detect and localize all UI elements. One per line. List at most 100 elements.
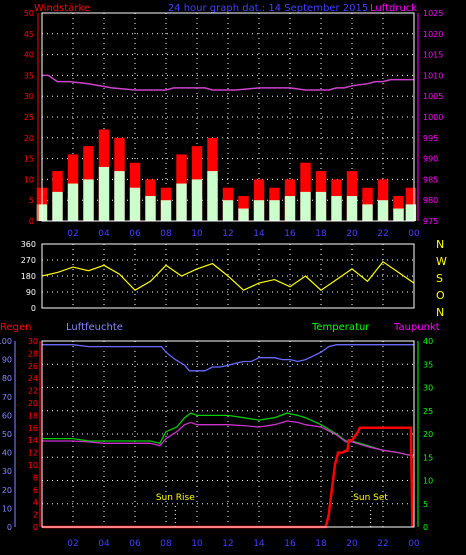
x-tick-label: 02 xyxy=(67,539,78,549)
temperature-tick-label: 15 xyxy=(423,453,433,462)
sun-set-label: Sun Set xyxy=(353,493,388,503)
wind-tick-label: 10 xyxy=(24,175,34,184)
wind-tick-label: 40 xyxy=(24,51,34,60)
wind-bar xyxy=(393,208,404,221)
x-tick-label: 00 xyxy=(408,539,420,549)
temperature-tick-label: 5 xyxy=(423,500,428,509)
rain-line xyxy=(42,426,414,529)
rain-tick-label: 6 xyxy=(33,486,38,495)
chart-date-title: 24 hour graph dat.: 14 September 2015 xyxy=(168,3,368,14)
humidity-label: Luftfeuchte xyxy=(66,322,123,333)
temperature-tick-label: 30 xyxy=(423,384,433,393)
humidity-tick-label: 100 xyxy=(0,337,12,346)
wind-tick-label: 45 xyxy=(24,30,34,39)
direction-tick-label: 0 xyxy=(31,304,36,313)
humidity-tick-label: 90 xyxy=(2,356,12,365)
pressure-tick-label: 1010 xyxy=(423,71,443,80)
temperature-label: Temperatur xyxy=(311,322,370,333)
wind-bar xyxy=(52,191,63,221)
temperature-tick-label: 35 xyxy=(423,360,433,369)
compass-label: W xyxy=(436,255,447,268)
rain-tick-label: 4 xyxy=(33,498,38,507)
rain-tick-label: 10 xyxy=(28,461,38,470)
wind-bar xyxy=(176,183,187,221)
x-tick-label: 14 xyxy=(253,539,265,549)
rain-tick-label: 12 xyxy=(28,449,38,458)
humidity-tick-label: 50 xyxy=(2,430,12,439)
temperature-tick-label: 10 xyxy=(423,477,433,486)
rain-tick-label: 30 xyxy=(28,337,38,346)
rain-tick-label: 26 xyxy=(28,362,38,371)
compass-label: S xyxy=(436,272,443,285)
wind-bar xyxy=(207,171,218,221)
pressure-tick-label: 1000 xyxy=(423,113,443,122)
humidity-tick-label: 20 xyxy=(2,486,12,495)
wind-bar xyxy=(362,204,373,221)
x-tick-label: 02 xyxy=(67,229,78,239)
x-tick-label: 06 xyxy=(129,539,141,549)
x-tick-label: 08 xyxy=(160,229,172,239)
x-tick-label: 00 xyxy=(408,229,420,239)
gust-bar xyxy=(238,196,249,221)
wind-bar xyxy=(222,200,234,221)
rain-tick-label: 2 xyxy=(33,511,38,520)
temperature-tick-label: 20 xyxy=(423,430,433,439)
x-tick-label: 10 xyxy=(191,229,203,239)
rain-tick-label: 24 xyxy=(28,374,38,383)
wind-bar xyxy=(284,196,296,221)
pressure-tick-label: 990 xyxy=(423,155,438,164)
humidity-line xyxy=(42,344,414,372)
x-tick-label: 14 xyxy=(253,229,265,239)
wind-tick-label: 0 xyxy=(29,217,34,226)
wind-tick-label: 35 xyxy=(24,71,34,80)
humidity-tick-label: 80 xyxy=(2,374,12,383)
rain-tick-label: 8 xyxy=(33,473,38,482)
temperature-tick-label: 25 xyxy=(423,407,433,416)
wind-bar xyxy=(160,200,172,221)
x-tick-label: 08 xyxy=(160,539,172,549)
rain-tick-label: 14 xyxy=(28,436,38,445)
direction-tick-label: 180 xyxy=(21,272,36,281)
wind-bar xyxy=(253,200,265,221)
x-tick-label: 12 xyxy=(222,539,233,549)
x-tick-label: 10 xyxy=(191,539,203,549)
wind-bar xyxy=(191,179,203,221)
wind-bar xyxy=(331,196,342,221)
pressure-tick-label: 1005 xyxy=(423,92,443,101)
wind-bar xyxy=(67,183,79,221)
pressure-tick-label: 1025 xyxy=(423,9,443,18)
direction-tick-label: 90 xyxy=(26,288,36,297)
compass-label: O xyxy=(436,289,445,302)
temperature-tick-label: 40 xyxy=(423,337,433,346)
wind-tick-label: 50 xyxy=(24,9,34,18)
wind-pressure-panel: 0510152025303540455097598098599099510001… xyxy=(24,9,444,239)
pressure-line xyxy=(42,74,414,91)
wind-tick-label: 25 xyxy=(24,113,34,122)
wind-tick-label: 30 xyxy=(24,92,34,101)
rain-tick-label: 20 xyxy=(28,399,38,408)
wind-bar xyxy=(145,196,156,221)
wind-bar xyxy=(300,191,311,221)
direction-line xyxy=(41,260,415,291)
x-tick-label: 22 xyxy=(377,229,388,239)
x-tick-label: 04 xyxy=(98,539,110,549)
rain-tick-label: 0 xyxy=(33,523,38,532)
wind-tick-label: 15 xyxy=(24,155,34,164)
humidity-tick-label: 40 xyxy=(2,449,12,458)
rain-tick-label: 16 xyxy=(28,424,38,433)
humidity-tick-label: 10 xyxy=(2,504,12,513)
rain-tick-label: 18 xyxy=(28,411,38,420)
wind-tick-label: 5 xyxy=(29,196,34,205)
wind-title: Windstärke xyxy=(34,3,90,14)
wind-bar xyxy=(315,191,327,221)
compass-label: N xyxy=(436,238,444,251)
x-tick-label: 22 xyxy=(377,539,388,549)
wind-bar xyxy=(83,179,94,221)
pressure-tick-label: 1015 xyxy=(423,51,443,60)
wind-bar xyxy=(405,204,417,221)
rain-tick-label: 28 xyxy=(28,349,38,358)
dewpoint-label: Taupunkt xyxy=(393,322,440,333)
wind-bar xyxy=(98,166,110,221)
gust-bar xyxy=(393,196,404,221)
